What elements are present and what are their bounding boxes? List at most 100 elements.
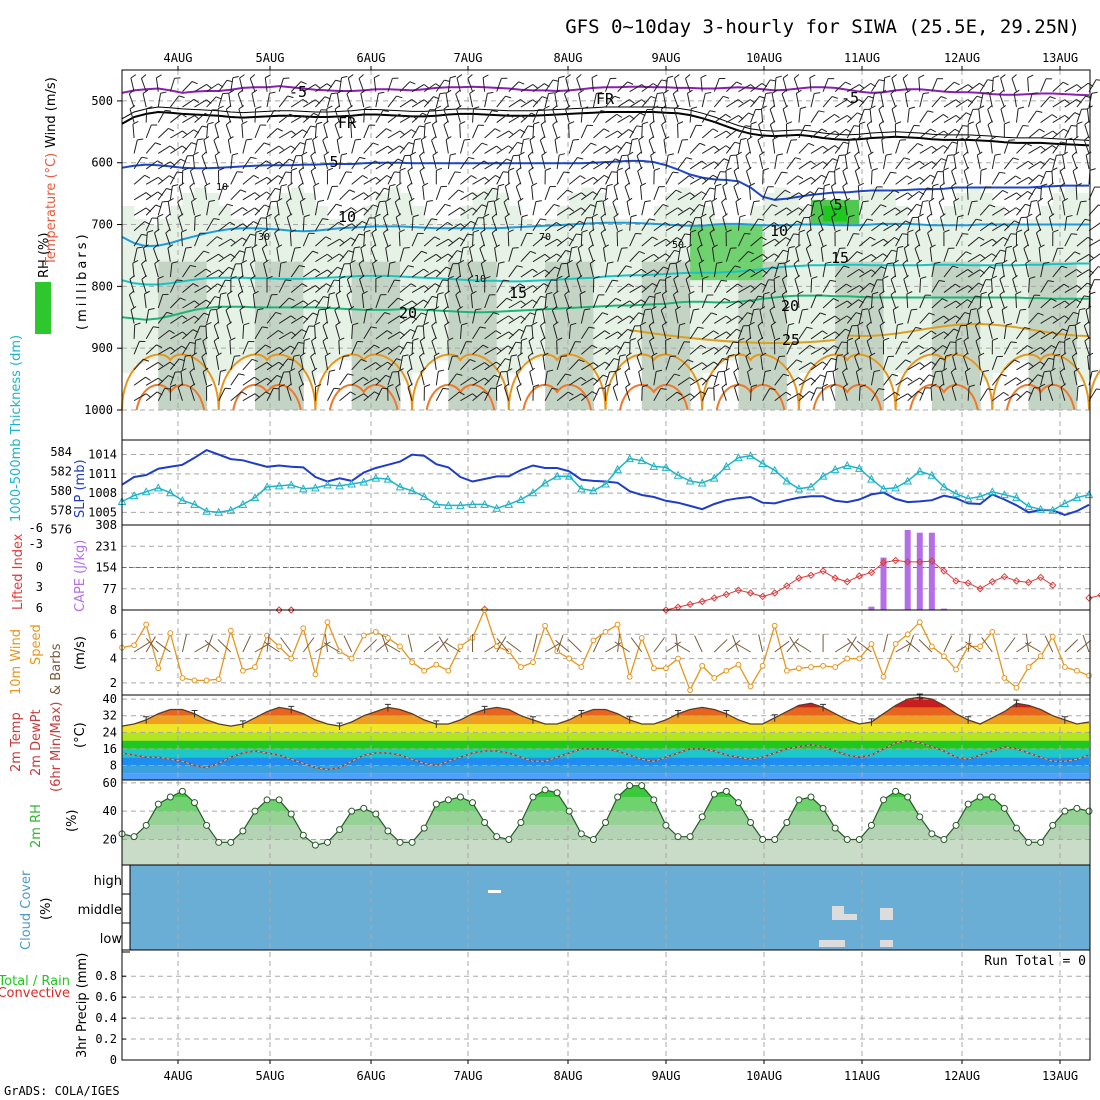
wind-barb — [834, 155, 840, 170]
wind-barb — [479, 248, 486, 262]
wind-barb-feather — [185, 246, 192, 249]
wind-barb — [371, 263, 377, 278]
wind-barb — [133, 247, 138, 262]
wind-barb — [299, 356, 304, 370]
wind-barb — [605, 280, 613, 293]
wind-barb — [515, 371, 522, 386]
wind-barb-feather — [225, 279, 232, 282]
wind-barb — [335, 294, 341, 309]
wind-barb-feather — [1015, 377, 1022, 382]
wind-barb-feather — [516, 265, 523, 268]
date-bottom-6aug: 6AUG — [357, 1069, 386, 1083]
wind-barb — [145, 160, 158, 170]
wind-barb-feather — [317, 199, 325, 203]
wind-barb — [1064, 325, 1070, 340]
wind-speed-point — [1025, 664, 1032, 670]
wind-barb — [435, 93, 441, 108]
wind-barb-feather — [145, 376, 151, 381]
thickness-point — [685, 476, 695, 485]
wind-barb — [456, 77, 461, 92]
wind-barb — [157, 388, 166, 401]
wind-barb — [967, 309, 972, 324]
wind-barb-feather — [253, 290, 259, 295]
dewpoint-line-dash — [121, 740, 1090, 771]
wind-barb-feather — [157, 160, 163, 165]
date-top-13aug: 13AUG — [1042, 51, 1078, 65]
wind-barb — [387, 297, 399, 309]
wind-barb — [1074, 324, 1078, 339]
wind-barb — [675, 263, 679, 278]
wind-barb — [472, 124, 479, 139]
wind-barb-feather — [674, 74, 680, 79]
wind-barb — [266, 188, 276, 201]
wind-speed-point — [360, 632, 367, 639]
wind-barb-feather — [241, 121, 248, 125]
wind-barb-feather — [387, 145, 393, 151]
wind-barb — [591, 216, 594, 231]
wind-barb — [1076, 201, 1082, 216]
wind-barb — [1064, 285, 1078, 293]
rh-point — [517, 819, 525, 826]
wind-barb — [677, 359, 689, 371]
li-point — [928, 557, 936, 565]
wind-barb-feather — [419, 151, 425, 157]
wind-barb-feather — [938, 280, 945, 282]
wind-barb — [540, 325, 546, 340]
wind-barb-feather — [943, 167, 949, 171]
wind-barb — [443, 310, 449, 324]
wind-barb-feather — [1001, 259, 1008, 264]
wind-barb — [230, 356, 235, 370]
wind-barb — [807, 263, 812, 278]
wind-barb-feather — [894, 391, 901, 396]
wind-barb-feather — [858, 268, 865, 274]
wind-barb — [822, 315, 836, 324]
wind-barb-feather — [403, 247, 410, 249]
wind-barb-feather — [278, 384, 285, 388]
li-point — [734, 586, 743, 594]
wind-barb-feather — [831, 182, 837, 187]
wind-barb — [455, 93, 461, 108]
wind-barb — [709, 232, 715, 247]
wind-barb-feather — [225, 120, 232, 126]
wind-barb — [532, 123, 535, 139]
temp-minmax-marker — [820, 703, 827, 712]
wind-barb-feather — [554, 136, 561, 141]
wind-barb-feather — [947, 154, 954, 156]
rh-point — [215, 838, 223, 846]
wind-barb-feather — [638, 136, 644, 141]
wind-barb — [520, 285, 534, 293]
wind-barb-feather — [1064, 337, 1071, 341]
wind-barb-feather — [329, 369, 336, 372]
wind-barb — [798, 344, 810, 355]
wind-speed-point — [264, 632, 270, 639]
wind-barb — [866, 124, 872, 139]
wind-speed-point — [844, 655, 851, 662]
wind-barb-feather — [1061, 265, 1068, 269]
wind-barb-10m — [145, 636, 156, 653]
wind-barb — [613, 186, 619, 200]
temp-axis-label: 2m Temp — [9, 712, 24, 772]
wind-barb — [576, 279, 582, 293]
wind-barb — [733, 170, 739, 185]
wind-barb-feather — [239, 306, 246, 311]
wind-barb — [568, 139, 574, 154]
cloud-cell — [880, 940, 893, 947]
wind-barb-feather — [648, 135, 654, 141]
wind-barb — [637, 170, 643, 185]
wind-barb-feather — [745, 151, 751, 157]
wind-barb-feather — [389, 183, 396, 187]
wind-barb-feather — [606, 183, 613, 187]
wind-barb-feather — [318, 308, 326, 311]
wind-barb-feather — [650, 306, 657, 311]
wind-barb — [170, 113, 182, 123]
wind-barb-feather — [361, 290, 368, 295]
wind-barb — [927, 232, 933, 247]
wind-barb — [1016, 191, 1028, 201]
wind-barb — [517, 356, 522, 370]
wind-barb-feather — [991, 222, 997, 227]
wind-barb-feather — [359, 156, 366, 160]
wind-barb — [589, 263, 594, 278]
wind-barb-feather — [588, 326, 595, 329]
wind-barb-feather — [676, 391, 683, 396]
wind-barb-feather — [713, 330, 719, 335]
